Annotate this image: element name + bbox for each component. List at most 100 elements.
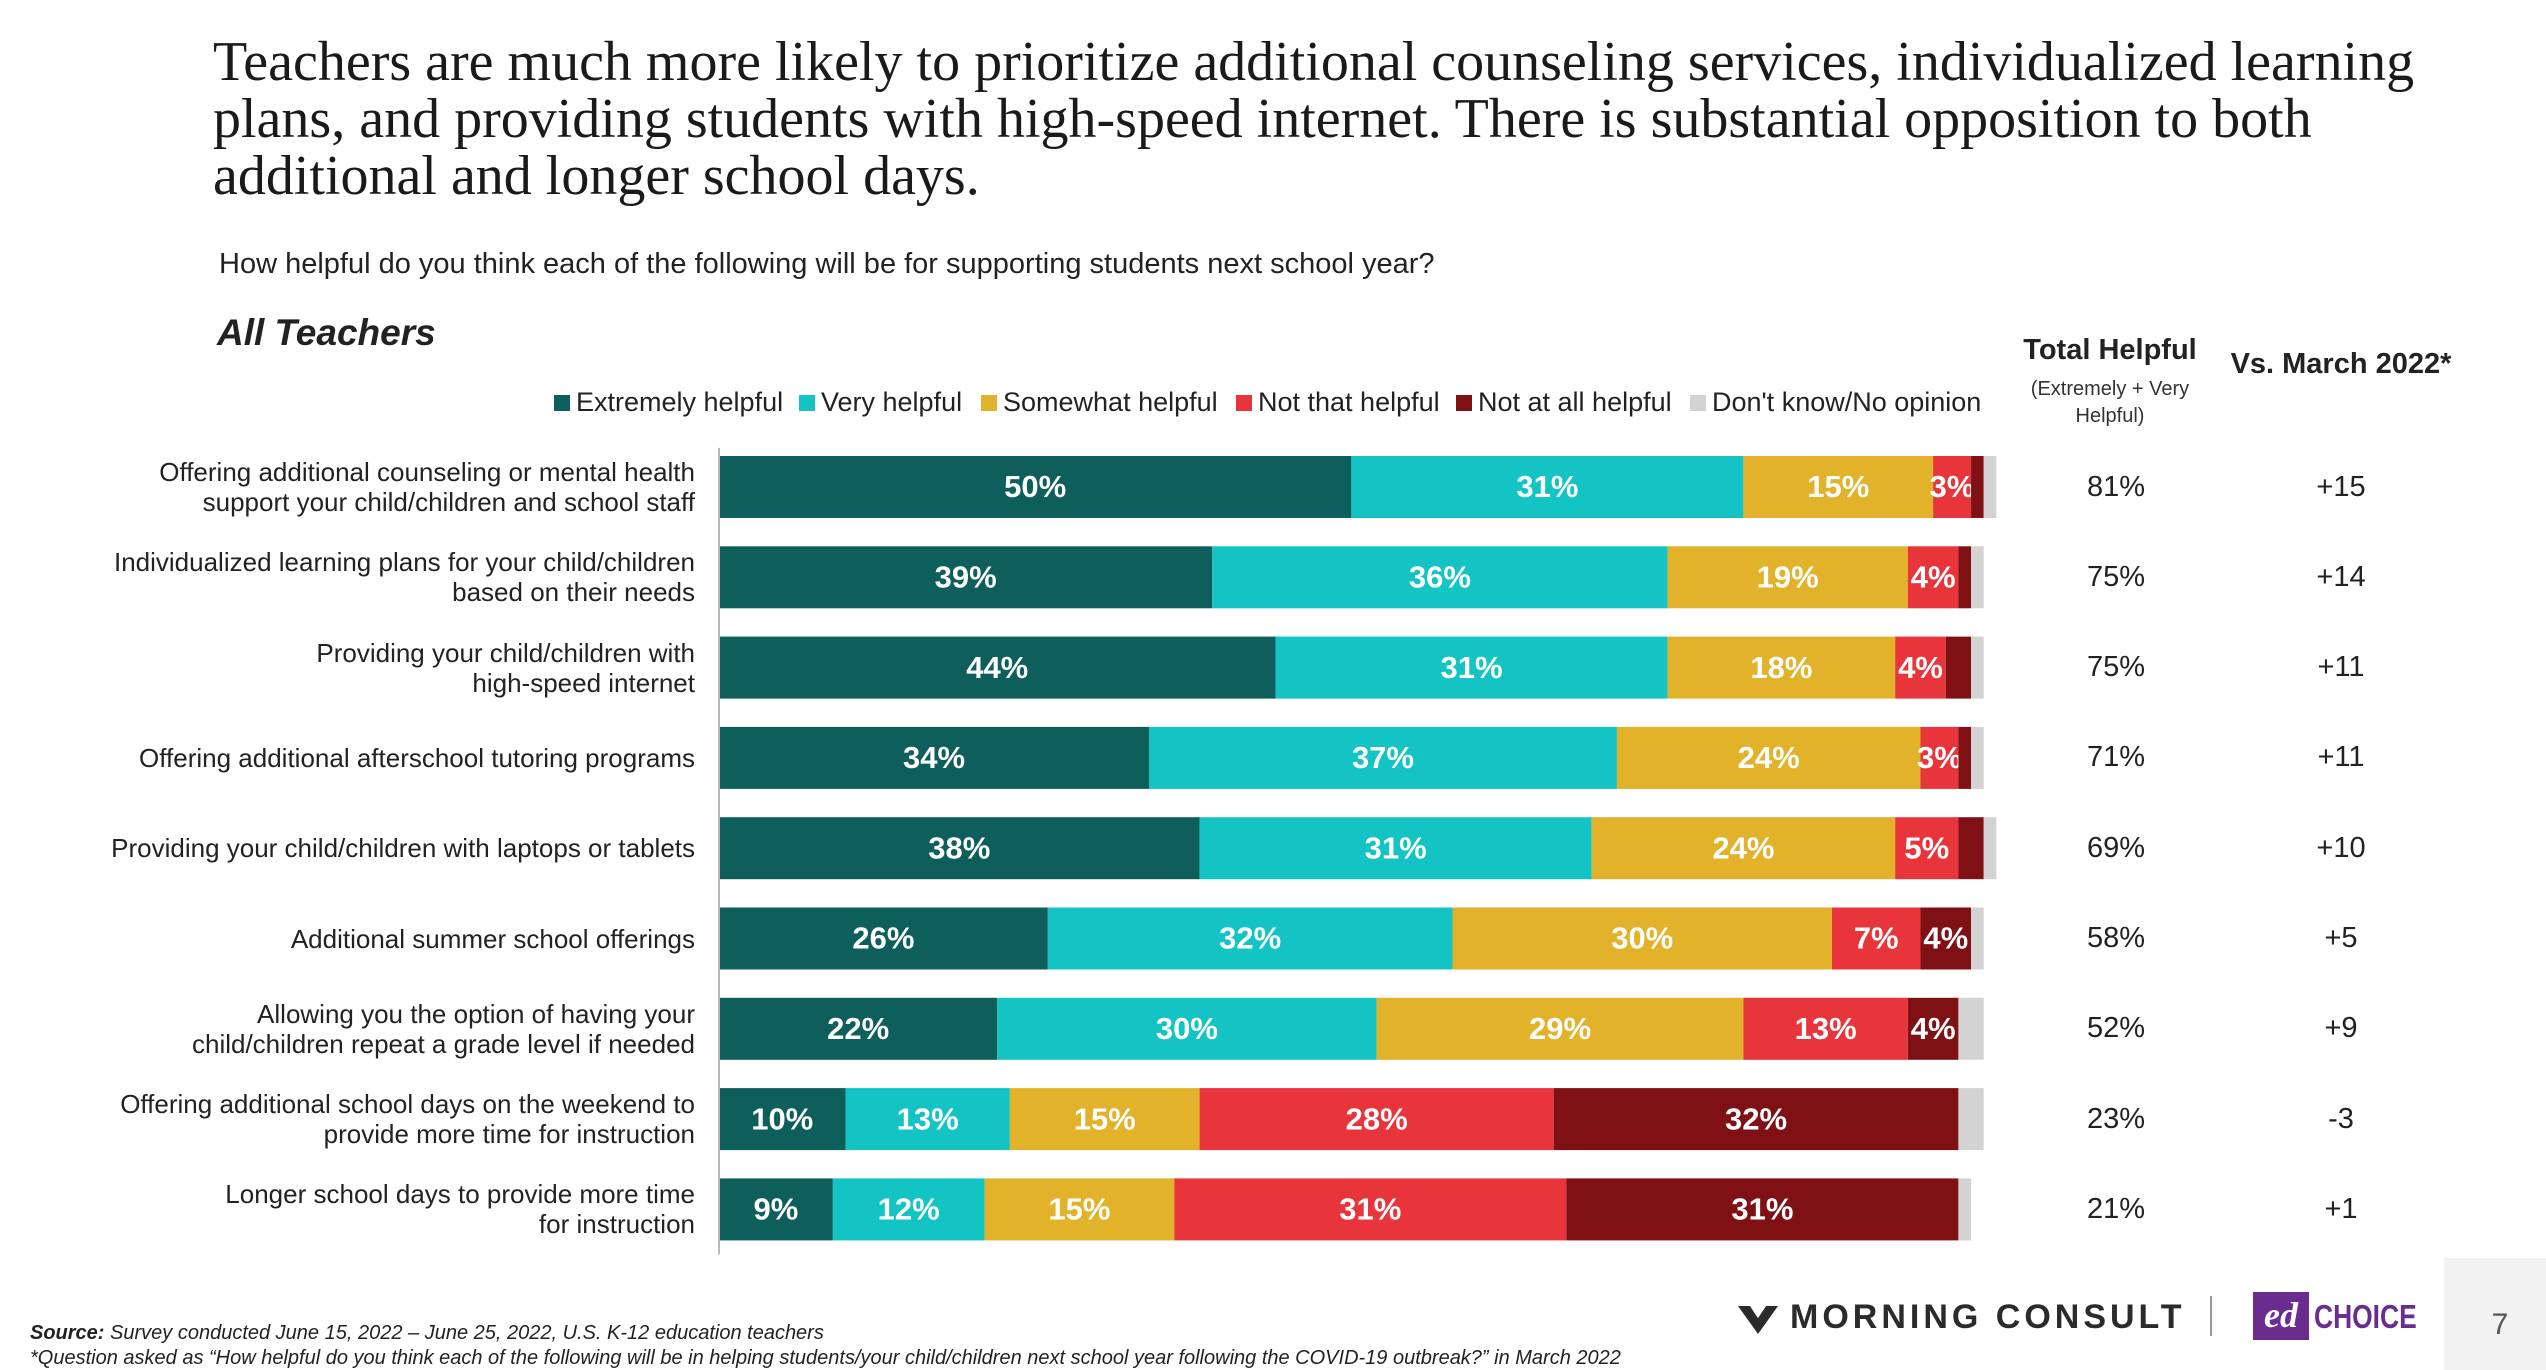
bar-segment [1199, 817, 1592, 880]
bar-segment [1920, 907, 1972, 970]
total-helpful-value: 58% [2086, 922, 2146, 954]
bar-segment [984, 1178, 1175, 1241]
bar-segment [1971, 726, 1984, 789]
value-label: 12% [878, 1192, 940, 1227]
value-label: 29% [1529, 1011, 1591, 1046]
bar-segment [1591, 817, 1896, 880]
bar-segment [1212, 546, 1668, 609]
value-label: 24% [1712, 830, 1774, 865]
legend-label: Very helpful [821, 387, 962, 417]
category-label: Providing your child/children with high-… [316, 637, 695, 698]
morning-consult-logo: MORNING CONSULT [1790, 1298, 2186, 1336]
bar-segment [1971, 546, 1984, 609]
bar-segment [1616, 726, 1921, 789]
value-label: 5% [1904, 830, 1949, 865]
bar-segment [1047, 907, 1453, 970]
value-label: 4% [1898, 650, 1943, 685]
bar-segment [1958, 726, 1972, 789]
bar-segment [1376, 997, 1744, 1060]
vs-march-value: +11 [2317, 741, 2365, 774]
value-label: 39% [935, 559, 997, 594]
category-label: Longer school days to provide more time … [225, 1179, 695, 1240]
value-label: 28% [1346, 1101, 1408, 1136]
bar-segment [1452, 907, 1832, 970]
vs-march-value: +10 [2316, 831, 2366, 864]
category-label: Individualized learning plans for your c… [113, 547, 695, 608]
source-label: Source: [30, 1322, 105, 1344]
category-label: Additional summer school offerings [290, 923, 695, 954]
bar-segment [719, 726, 1149, 789]
bar-segment [1831, 907, 1921, 970]
value-label: 50% [1004, 469, 1066, 504]
column-subheader: (Extremely + Very Helpful) [2030, 378, 2190, 427]
total-helpful-value: 52% [2086, 1012, 2146, 1045]
value-label: 37% [1352, 740, 1414, 775]
legend-swatch [1236, 395, 1252, 411]
value-label: 4% [1923, 921, 1968, 956]
edchoice-logo-text: CHOICE [2314, 1298, 2417, 1335]
vs-march-value: -3 [2328, 1102, 2354, 1135]
bar-segment [1199, 1088, 1554, 1151]
value-label: 15% [1048, 1192, 1110, 1227]
category-label: Allowing you the option of having your c… [191, 998, 695, 1059]
legend-swatch [1690, 395, 1706, 411]
value-label: 38% [928, 830, 990, 865]
value-label: 31% [1339, 1192, 1401, 1227]
bar-segment [1958, 1088, 1984, 1151]
bar-segment [1933, 456, 1972, 518]
value-label: 30% [1611, 921, 1673, 956]
bar-segment [1983, 817, 1997, 880]
bar-segment [1009, 1088, 1200, 1151]
bar-segment [719, 636, 1276, 699]
bar-segment [1907, 546, 1959, 609]
value-label: 7% [1854, 921, 1899, 956]
category-label: Offering additional counseling or mental… [159, 457, 695, 517]
bar-segment [997, 997, 1377, 1060]
bar-segment [1920, 726, 1959, 789]
bar-segment [1971, 907, 1984, 970]
legend-label: Not at all helpful [1478, 387, 1672, 417]
value-label: 32% [1725, 1101, 1787, 1136]
total-helpful-value: 81% [2086, 470, 2146, 503]
bar-segment [845, 1088, 1010, 1151]
bar-segment [719, 1178, 833, 1241]
value-label: 13% [897, 1101, 959, 1136]
bar-segment [719, 456, 1352, 518]
vs-march-value: +9 [2324, 1012, 2358, 1045]
value-label: 18% [1750, 650, 1812, 685]
divider [2210, 1296, 2212, 1336]
value-label: 4% [1911, 1011, 1956, 1046]
total-helpful-value: 21% [2086, 1192, 2146, 1225]
edchoice-logo-mark: ed [2253, 1292, 2309, 1340]
bar-segment [1971, 636, 1984, 699]
value-label: 34% [903, 740, 965, 775]
category-label: Offering additional afterschool tutoring… [139, 742, 695, 773]
column-header: Total Helpful [2023, 334, 2197, 366]
logo-shape [1750, 1306, 1766, 1318]
legend-swatch [981, 395, 997, 411]
legend-swatch [1456, 395, 1472, 411]
category-label: Offering additional school days on the w… [120, 1089, 695, 1150]
logo-shape [1738, 1306, 1778, 1334]
total-helpful-value: 71% [2086, 741, 2146, 774]
bar-segment [832, 1178, 985, 1241]
value-label: 15% [1807, 469, 1869, 504]
bar-segment [1743, 997, 1908, 1060]
bar-segment [1553, 1088, 1959, 1151]
subtitle: How helpful do you think each of the fol… [219, 248, 1435, 280]
bar-segment [1895, 817, 1959, 880]
value-label: 4% [1911, 559, 1956, 594]
value-label: 9% [754, 1192, 799, 1227]
value-label: 32% [1219, 921, 1281, 956]
bar-segment [1958, 997, 1984, 1060]
legend-label: Not that helpful [1258, 387, 1440, 417]
bar-segment [1907, 997, 1959, 1060]
value-label: 31% [1365, 830, 1427, 865]
legend-label: Don't know/No opinion [1712, 387, 1981, 417]
chart: Extremely helpful Very helpful Somewhat he… [554, 387, 1997, 1255]
page-number: 7 [2491, 1308, 2509, 1341]
value-label: 31% [1440, 650, 1502, 685]
bar-segment [1149, 726, 1617, 789]
bar-segment [1566, 1178, 1959, 1241]
